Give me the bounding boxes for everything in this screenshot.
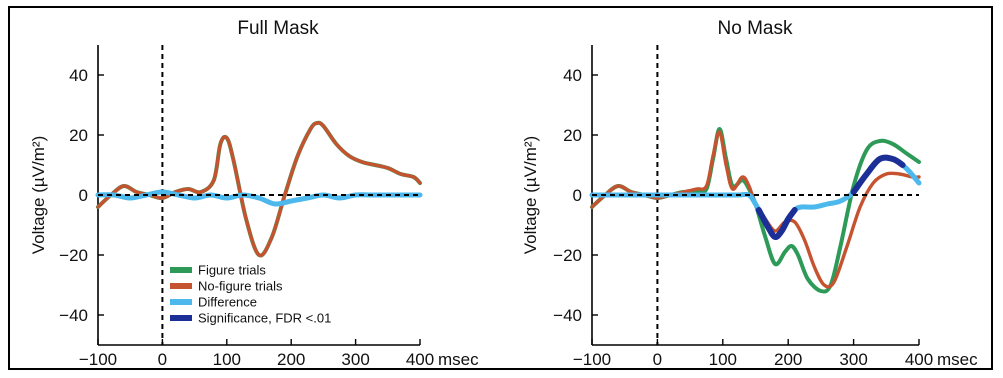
x-unit-label: msec [937, 350, 978, 369]
figure-frame [8, 6, 993, 370]
x-tick-label: 200 [277, 350, 305, 369]
significance-series-line [850, 154, 906, 195]
x-tick-label: 400 [406, 350, 434, 369]
y-axis-label: Voltage (µV/m²) [29, 136, 48, 254]
figure-series-line [590, 127, 921, 294]
x-tick-label: −100 [573, 350, 611, 369]
y-tick-label: 40 [69, 66, 88, 85]
x-tick-label: −100 [79, 350, 117, 369]
y-tick-label: −40 [59, 306, 88, 325]
legend-label-nofigure: No-figure trials [198, 279, 283, 294]
difference-series-line [95, 189, 423, 207]
y-tick-label: 20 [69, 126, 88, 145]
x-unit-label: msec [438, 350, 479, 369]
panel-2: No Mask −40 −20 0 20 40 −100 0 100 200 300 400 msec V… [521, 18, 978, 369]
x-tick-label: 0 [653, 350, 662, 369]
chart-title: No Mask [718, 18, 793, 39]
y-tick-label: 20 [563, 126, 582, 145]
x-tick-label: 400 [905, 350, 933, 369]
y-tick-label: −20 [553, 246, 582, 265]
significance-series-line [755, 207, 798, 241]
legend-label-significance: Significance, FDR <.01 [198, 311, 331, 326]
x-tick-label: 100 [213, 350, 241, 369]
y-tick-label: 0 [79, 186, 88, 205]
panel-1: Full Mask −40 −20 0 20 40 −100 0 100 200 300 400 mse… [29, 18, 479, 369]
figure-series-line [96, 120, 422, 258]
x-tick-label: 300 [839, 350, 867, 369]
y-tick-label: 0 [573, 186, 582, 205]
nofigure-series-line [96, 121, 422, 258]
x-tick-label: 100 [709, 350, 737, 369]
x-tick-label: 0 [158, 350, 167, 369]
x-tick-label: 300 [341, 350, 369, 369]
y-tick-label: −20 [59, 246, 88, 265]
y-axis-label: Voltage (µV/m²) [521, 136, 540, 254]
chart-title: Full Mask [237, 18, 319, 39]
y-tick-label: 40 [563, 66, 582, 85]
legend-label-figure: Figure trials [198, 263, 266, 278]
legend-label-difference: Difference [198, 295, 257, 310]
y-tick-label: −40 [553, 306, 582, 325]
x-tick-label: 200 [774, 350, 802, 369]
